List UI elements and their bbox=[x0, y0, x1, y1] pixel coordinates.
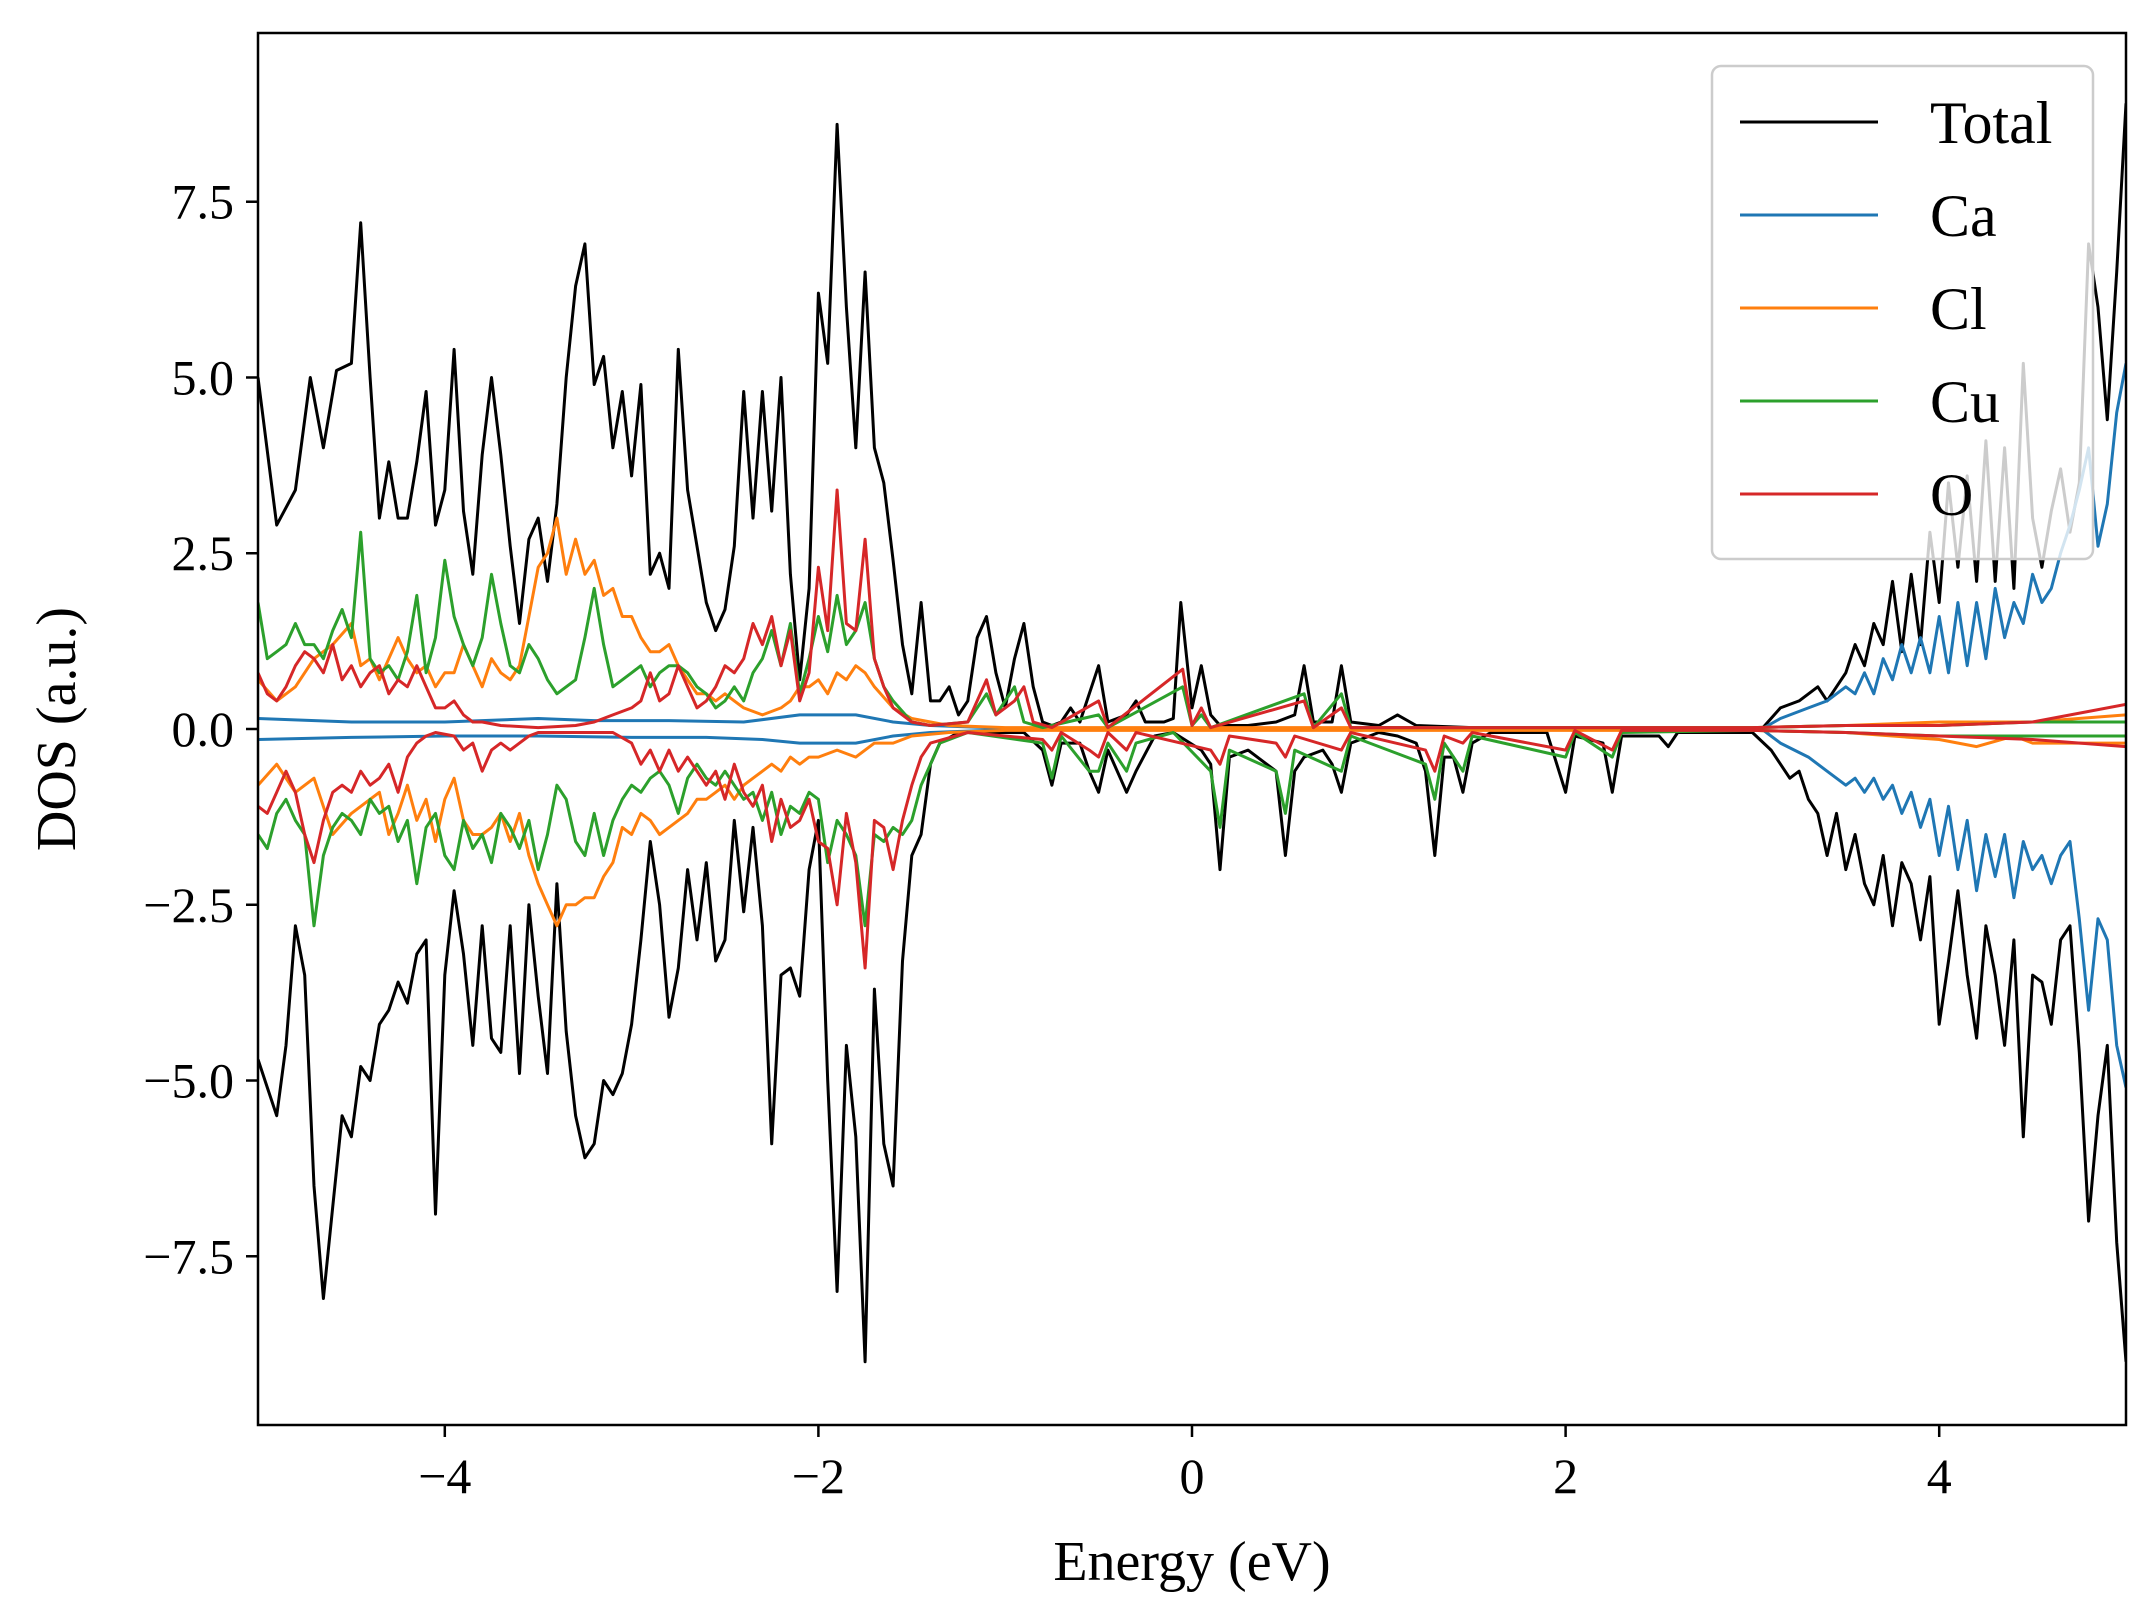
x-tick-label-2: 0 bbox=[1180, 1448, 1205, 1504]
legend-label-total: Total bbox=[1930, 90, 2052, 156]
series-cl-up-line bbox=[258, 516, 2126, 730]
series-cu-down-line bbox=[258, 728, 2126, 928]
x-axis-ticks: −4 −2 0 2 4 bbox=[418, 1425, 1952, 1504]
y-tick-label-5: 5.0 bbox=[172, 349, 235, 405]
series-total-up-line bbox=[258, 103, 2126, 731]
y-tick-label-3: 0.0 bbox=[172, 701, 235, 757]
legend-label-cl: Cl bbox=[1930, 276, 1987, 342]
legend-label-ca: Ca bbox=[1930, 183, 1997, 249]
y-tick-label-0: −7.5 bbox=[143, 1228, 234, 1284]
legend-label-o: O bbox=[1930, 462, 1973, 528]
y-tick-label-6: 7.5 bbox=[172, 174, 235, 230]
series-ca-down-line bbox=[258, 727, 2126, 1088]
legend-items: Total Ca Cl Cu O bbox=[1740, 90, 2052, 528]
x-tick-label-1: −2 bbox=[792, 1448, 845, 1504]
x-tick-label-3: 2 bbox=[1553, 1448, 1578, 1504]
x-tick-label-4: 4 bbox=[1927, 1448, 1952, 1504]
y-axis-ticks: −7.5 −5.0 −2.5 0.0 2.5 5.0 7.5 bbox=[143, 174, 258, 1284]
legend: Total Ca Cl Cu O bbox=[1710, 64, 2095, 561]
y-axis-label: DOS (a.u.) bbox=[26, 607, 88, 851]
y-tick-label-4: 2.5 bbox=[172, 525, 235, 581]
y-tick-label-2: −2.5 bbox=[143, 877, 234, 933]
legend-label-cu: Cu bbox=[1930, 369, 2000, 435]
y-tick-label-1: −5.0 bbox=[143, 1053, 234, 1109]
series-layer bbox=[258, 103, 2126, 1364]
x-axis-label: Energy (eV) bbox=[1053, 1531, 1330, 1593]
x-tick-label-0: −4 bbox=[418, 1448, 471, 1504]
series-cu-up-line bbox=[258, 530, 2126, 730]
series-o-up-line bbox=[258, 488, 2126, 730]
series-total-down-line bbox=[258, 731, 2126, 1364]
series-ca-up-line bbox=[258, 363, 2126, 731]
series-cl-down-line bbox=[258, 728, 2126, 928]
series-o-down-line bbox=[258, 728, 2126, 970]
legend-box bbox=[1710, 64, 2095, 561]
